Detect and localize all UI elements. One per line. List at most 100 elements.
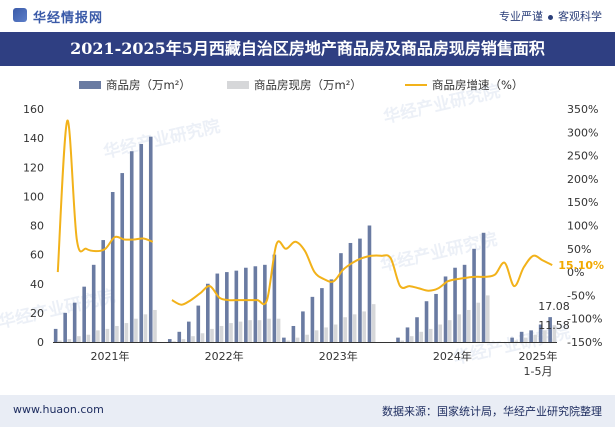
bar-existing [428,328,433,342]
y-left-tick-label: 160 [23,103,44,116]
growth-line [56,119,154,273]
legend-label-area: 商品房（万m²） [106,78,191,92]
bar-area [434,293,438,342]
bar-existing [514,340,519,342]
bar-area [548,317,552,342]
legend-label-growth: 商品房增速（%） [432,78,523,92]
bar-existing [286,340,290,342]
bar-area [110,192,115,342]
y-left-tick-label: 40 [30,278,44,291]
bar-existing [476,302,481,342]
x-tick-label: 2022年 [205,349,244,363]
bar-area [225,272,229,342]
end-label-area: 17.08 [538,300,570,313]
bar-existing [210,328,214,342]
x-tick-label: 1-5月 [523,365,552,378]
bar-area [215,273,220,342]
y-left-tick-label: 140 [23,132,44,145]
bar-area [320,288,324,342]
bar-existing [400,340,404,342]
bar-existing [115,325,119,342]
bar-area [329,279,334,342]
bar-area [129,151,134,342]
x-tick-label: 2024年 [433,349,472,363]
bar-area [101,240,106,342]
bar-area [186,321,191,342]
bar-area [415,317,419,342]
legend-label-existing: 商品房现房（万m²） [254,78,362,92]
bar-area [120,173,125,342]
bar-area [139,143,144,342]
bar-area [510,337,514,342]
bar-area [63,312,67,342]
y-right-tick-label: 250% [567,150,598,163]
bar-area [272,254,277,342]
bar-existing [466,309,471,342]
y-right-tick-label: 300% [567,126,598,139]
bar-area [396,337,400,342]
bar-existing [86,334,91,342]
y-right-tick-label: 0% [567,266,584,279]
bar-existing [229,323,233,342]
bar-existing [533,334,538,342]
bar-area [72,302,77,342]
brand-logo-icon [13,8,27,22]
bar-existing [524,337,528,342]
chart-title: 2021-2025年5月西藏自治区房地产商品房及商品房现房销售面积 [70,39,545,58]
footer-website: www.huaon.com [13,403,104,416]
bar-existing [333,324,338,342]
bar-existing [134,318,138,342]
bar-existing [352,314,357,342]
bar-existing [67,339,72,342]
bar-existing [257,320,262,342]
footer-source: 数据来源：国家统计局，华经产业研究院整理 [382,405,602,418]
legend-swatch-area [79,81,101,89]
bar-area [82,286,86,342]
bar-existing [543,330,547,342]
watermark-text: 华经产业研究院 [378,229,499,276]
bar-existing [552,325,557,342]
bar-existing [143,314,148,342]
bar-existing [409,336,414,342]
bar-area [529,330,533,342]
slogan-left: 专业严谨 [499,10,543,23]
bar-area [148,136,153,342]
bar-existing [153,309,157,342]
bar-existing [58,340,62,342]
bar-area [367,225,372,342]
bar-existing [485,295,490,342]
bar-existing [362,311,366,342]
x-tick-label: 2023年 [319,349,358,363]
bar-existing [191,336,195,342]
bar-existing [181,339,186,342]
y-left-tick-label: 0 [37,336,44,349]
bar-existing [77,336,81,342]
slogan: 专业严谨 客观科学 [499,8,602,24]
y-right-tick-label: -50% [567,289,595,302]
chart-area: 华经产业研究院华经产业研究院华经产业研究院华经产业研究院华经产业研究院02040… [0,78,604,378]
x-tick-label: 2025年 [518,349,557,363]
end-label-existing: 11.58 [538,319,570,332]
watermark-text: 华经产业研究院 [0,286,117,333]
y-left-tick-label: 100 [23,190,44,203]
bar-existing [219,325,224,342]
bar-area [244,267,248,342]
y-right-tick-label: 200% [567,173,598,186]
y-right-tick-label: 150% [567,196,598,209]
brand-name: 华经情报网 [33,11,104,26]
bar-existing [267,318,271,342]
bar-existing [200,333,205,342]
bar-existing [438,324,443,342]
top-bar: 华经情报网 专业严谨 客观科学 [0,0,615,32]
y-right-tick-label: -150% [567,336,602,349]
bar-area [91,264,96,342]
bar-existing [324,327,328,342]
bar-area [310,296,315,342]
bar-area [348,242,353,342]
bar-existing [105,328,110,342]
end-label-growth: 15.10% [558,259,604,272]
bar-existing [314,330,319,342]
bar-existing [371,304,376,342]
bar-existing [447,320,452,342]
y-left-tick-label: 80 [30,220,44,233]
